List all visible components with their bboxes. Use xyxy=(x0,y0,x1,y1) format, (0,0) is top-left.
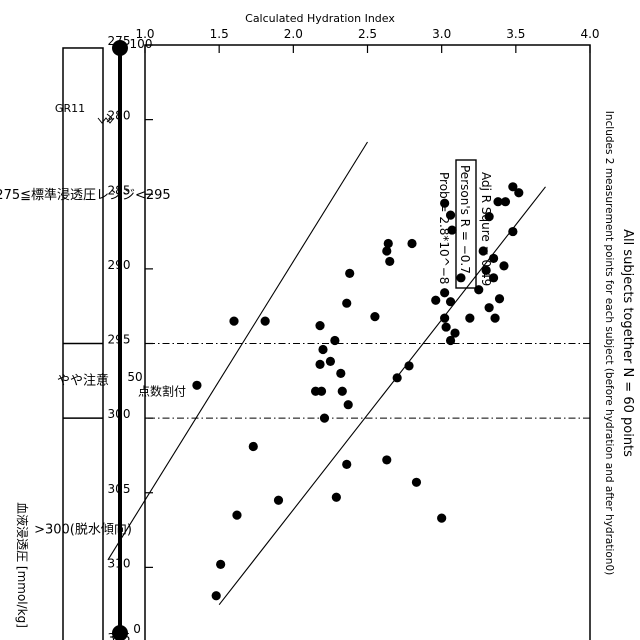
data-point-49 xyxy=(332,493,341,502)
data-point-60 xyxy=(212,591,221,600)
data-point-55 xyxy=(249,442,258,451)
data-point-44 xyxy=(320,414,329,423)
score-bar-endpoint-100 xyxy=(112,40,128,56)
data-point-57 xyxy=(229,317,238,326)
data-point-41 xyxy=(344,400,353,409)
data-point-12 xyxy=(499,261,508,270)
data-point-30 xyxy=(385,257,394,266)
data-point-26 xyxy=(450,328,459,337)
data-point-46 xyxy=(311,387,320,396)
y-tick-label-3: 2.5 xyxy=(358,27,377,41)
score-bar-tick-0: 0 xyxy=(133,622,141,636)
data-point-36 xyxy=(326,357,335,366)
data-point-51 xyxy=(412,478,421,487)
data-point-23 xyxy=(440,314,449,323)
data-point-48 xyxy=(342,460,351,469)
y-axis-label: Calculated Hydration Index xyxy=(245,12,395,25)
y-tick-label-1: 1.5 xyxy=(210,27,229,41)
data-point-17 xyxy=(495,294,504,303)
data-point-53 xyxy=(192,381,201,390)
y-tick-label-5: 3.5 xyxy=(506,27,525,41)
data-point-34 xyxy=(404,361,413,370)
marker-label-gr11: GR11 xyxy=(55,102,85,115)
data-point-31 xyxy=(407,239,416,248)
data-point-6 xyxy=(508,227,517,236)
score-zone-label-3: >300(脱水傾向) xyxy=(34,522,132,538)
data-point-27 xyxy=(490,314,499,323)
data-point-32 xyxy=(345,269,354,278)
data-point-4 xyxy=(493,197,502,206)
data-point-24 xyxy=(442,322,451,331)
data-point-18 xyxy=(485,303,494,312)
score-zone-label-1: 275≦標準浸透圧レンジ<295 xyxy=(0,187,171,203)
stat-adj-r-squared: Adj R Squre = 0.49 xyxy=(479,172,493,286)
data-point-15 xyxy=(456,273,465,282)
data-point-54 xyxy=(274,496,283,505)
score-bar-tick-50: 50 xyxy=(127,370,142,384)
y-tick-label-2: 2.0 xyxy=(284,27,303,41)
chart-subtitle: Includes 2 measurement points for each s… xyxy=(603,111,615,575)
score-bar-endpoint-0 xyxy=(112,625,128,640)
y-tick-label-4: 3.0 xyxy=(432,27,451,41)
data-point-21 xyxy=(440,288,449,297)
data-point-2 xyxy=(514,188,523,197)
stat-probability: Prob = 2.8*10^−8 xyxy=(437,172,451,284)
chart-title: All subjects together N = 60 points xyxy=(620,229,635,457)
data-point-42 xyxy=(338,387,347,396)
data-point-47 xyxy=(382,455,391,464)
stat-pearson-r: Person's R = −0.7 xyxy=(458,165,472,274)
data-point-29 xyxy=(382,246,391,255)
plot-frame xyxy=(145,45,590,640)
data-point-39 xyxy=(315,321,324,330)
data-point-33 xyxy=(370,312,379,321)
data-point-59 xyxy=(216,560,225,569)
fit-line-2 xyxy=(108,142,368,560)
fit-line-1 xyxy=(219,187,545,605)
data-point-56 xyxy=(261,317,270,326)
data-point-50 xyxy=(330,336,339,345)
y-tick-label-6: 4.0 xyxy=(580,27,599,41)
score-bar-annotation: 点数割付 xyxy=(138,384,186,399)
data-point-19 xyxy=(465,314,474,323)
data-point-35 xyxy=(393,373,402,382)
data-point-22 xyxy=(431,296,440,305)
score-bar-tick-100: 100 xyxy=(130,37,153,51)
data-point-20 xyxy=(446,297,455,306)
data-point-58 xyxy=(232,511,241,520)
data-point-52 xyxy=(437,514,446,523)
data-point-40 xyxy=(342,299,351,308)
score-zone-label-2: やや注意 xyxy=(57,372,109,388)
data-point-38 xyxy=(318,345,327,354)
x-axis-label: 血液浸透圧 [mmol/kg] xyxy=(15,502,30,628)
data-point-37 xyxy=(315,360,324,369)
plot-area: 1.01.52.02.53.03.54.02752802852902953003… xyxy=(108,27,600,640)
data-point-43 xyxy=(336,369,345,378)
